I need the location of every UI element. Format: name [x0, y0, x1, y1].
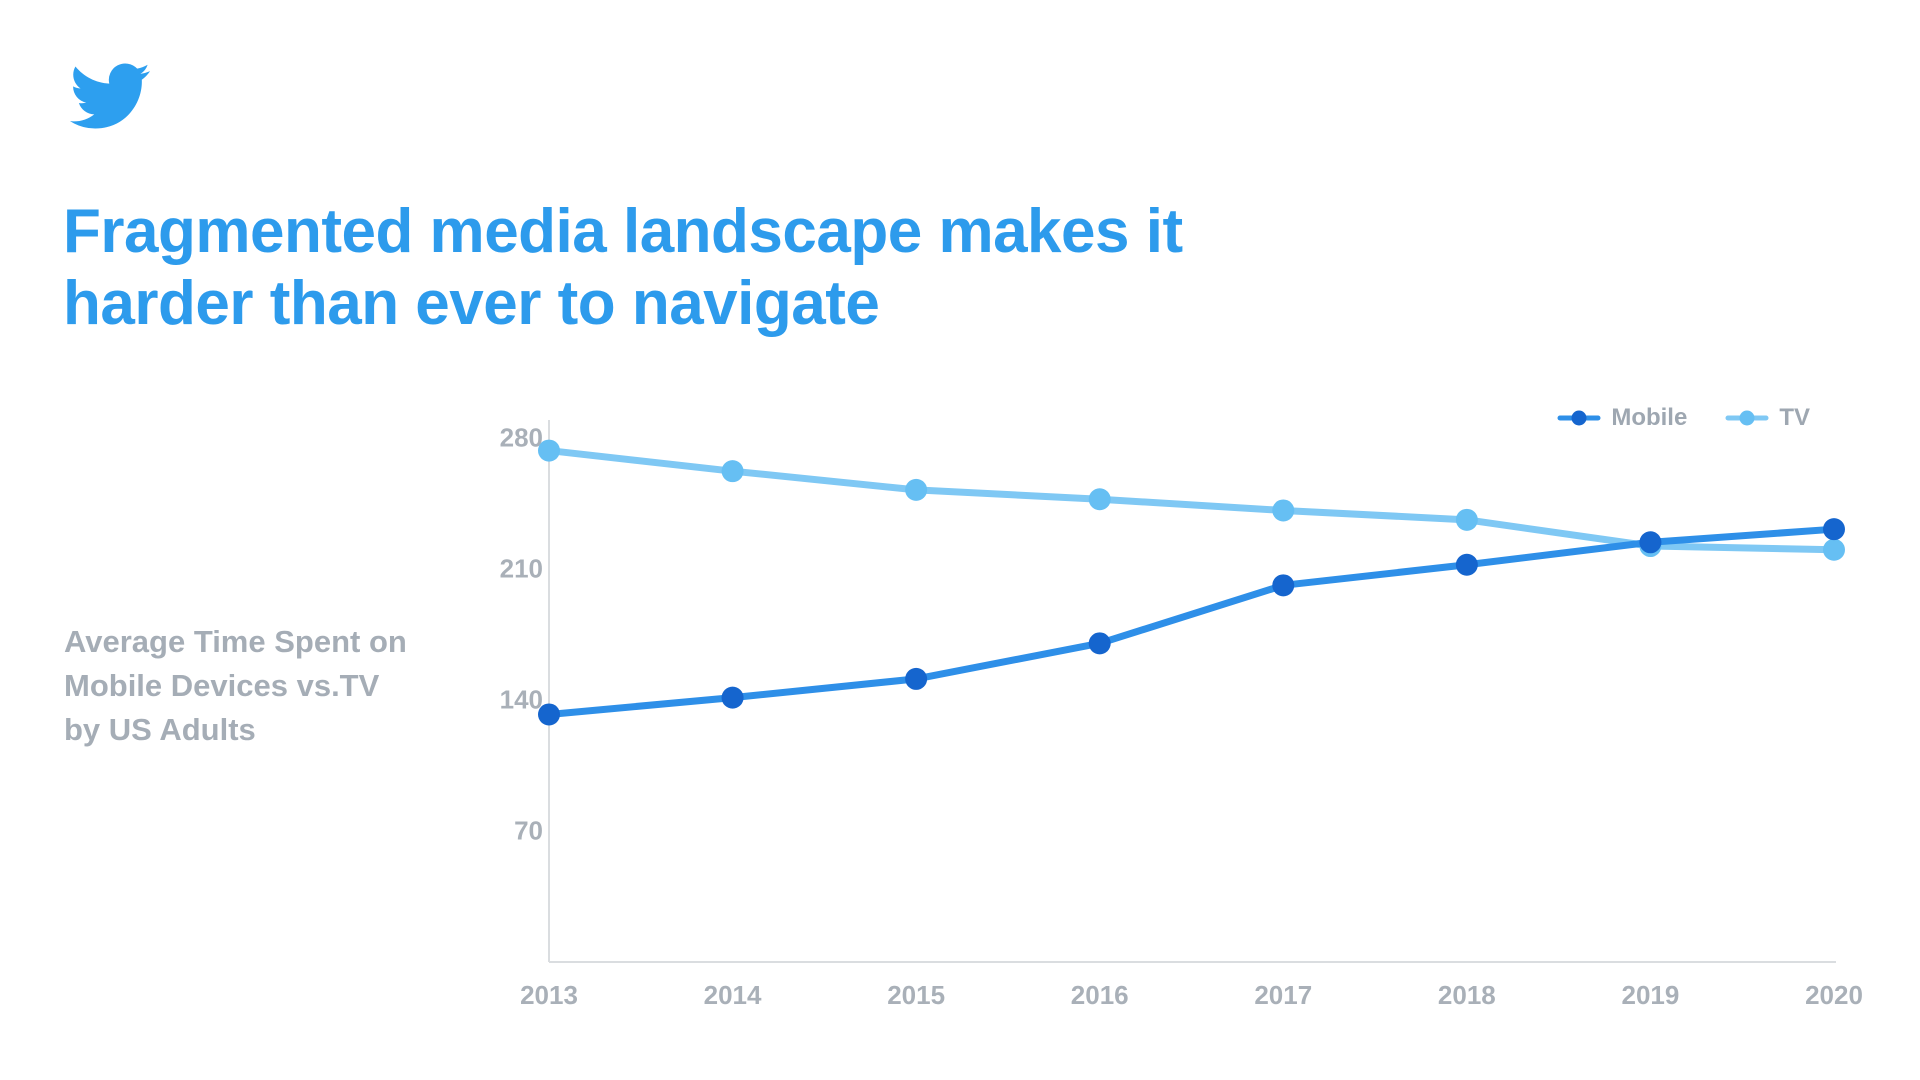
mobile-point: [1088, 632, 1111, 655]
y-tick-label: 140: [500, 684, 543, 714]
tv-point: [538, 439, 560, 462]
tv-point: [1088, 488, 1111, 511]
x-tick-label: 2017: [1254, 980, 1312, 1010]
legend-item-tv: TV: [1725, 404, 1810, 432]
slide-title-line-2: harder than ever to navigate: [63, 269, 880, 338]
legend-item-mobile: Mobile: [1557, 404, 1687, 432]
mobile-point: [1639, 531, 1662, 554]
tv-point: [1822, 538, 1845, 561]
x-tick-label: 2016: [1071, 980, 1129, 1010]
mobile-legend-marker-icon: [1557, 410, 1601, 426]
mobile-point: [538, 703, 560, 726]
y-tick-label: 280: [500, 422, 543, 452]
twitter-bird-icon: [70, 63, 150, 129]
legend-label-mobile: Mobile: [1611, 404, 1688, 431]
mobile-point: [1455, 553, 1478, 576]
tv-legend-marker-icon: [1725, 410, 1769, 426]
x-tick-label: 2019: [1621, 980, 1679, 1010]
x-tick-label: 2014: [704, 980, 762, 1010]
x-tick-label: 2013: [520, 980, 578, 1010]
mobile-point: [905, 667, 928, 690]
x-tick-label: 2015: [887, 980, 945, 1010]
y-tick-label: 210: [500, 553, 543, 583]
tv-point: [1272, 499, 1295, 522]
tv-point: [905, 478, 928, 501]
tv-line: [545, 447, 1838, 554]
x-tick-label: 2018: [1438, 980, 1496, 1010]
legend-label-tv: TV: [1779, 404, 1810, 431]
chart-side-label-line-1: Average Time Spent on: [64, 624, 407, 659]
mobile-point: [1272, 574, 1295, 597]
mobile-point: [1822, 518, 1845, 541]
chart-side-label: Average Time Spent on Mobile Devices vs.…: [64, 620, 407, 752]
mobile-point: [721, 686, 744, 709]
slide-title-line-1: Fragmented media landscape makes it: [63, 197, 1183, 266]
x-tick-label: 2020: [1805, 980, 1863, 1010]
chart-legend: Mobile TV: [1557, 404, 1810, 432]
tv-point: [1455, 508, 1478, 531]
y-tick-label: 70: [514, 815, 543, 845]
slide-title: Fragmented media landscape makes it hard…: [63, 196, 1183, 340]
tv-point: [721, 460, 744, 483]
chart-side-label-line-3: by US Adults: [64, 712, 256, 747]
chart-side-label-line-2: Mobile Devices vs.TV: [64, 668, 380, 703]
mobile-line: [545, 525, 1838, 718]
